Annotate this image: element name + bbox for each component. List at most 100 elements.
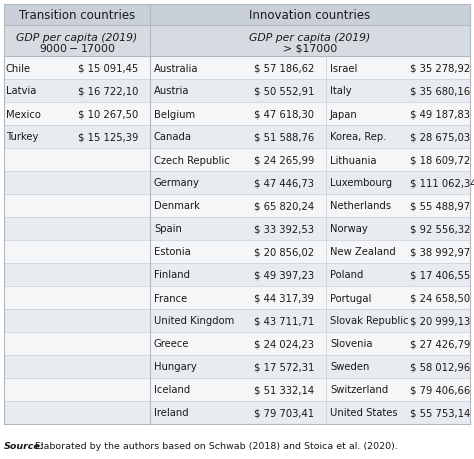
Text: $ 15 091,45: $ 15 091,45 (78, 63, 138, 73)
Bar (150, 26, 470, 57)
Text: Latvia: Latvia (6, 86, 36, 96)
Bar (4, 5, 150, 26)
Text: $ 38 992,97: $ 38 992,97 (410, 247, 470, 257)
Text: $ 18 609,72: $ 18 609,72 (410, 155, 470, 165)
Text: $ 24 024,23: $ 24 024,23 (254, 339, 314, 349)
Text: $ 20 999,13: $ 20 999,13 (410, 316, 470, 326)
Text: $ 10 267,50: $ 10 267,50 (78, 109, 138, 119)
Text: $ 28 675,03: $ 28 675,03 (410, 132, 470, 142)
Text: Luxembourg: Luxembourg (330, 178, 392, 188)
Text: $ 50 552,91: $ 50 552,91 (254, 86, 314, 96)
Text: Iceland: Iceland (154, 385, 190, 395)
Text: $ 44 317,39: $ 44 317,39 (254, 293, 314, 303)
Text: Czech Republic: Czech Republic (154, 155, 230, 165)
Bar (4, 263, 470, 286)
Text: Denmark: Denmark (154, 201, 200, 211)
Bar (4, 378, 470, 401)
Text: Canada: Canada (154, 132, 192, 142)
Text: Germany: Germany (154, 178, 200, 188)
Text: $ 49 187,83: $ 49 187,83 (410, 109, 470, 119)
Text: Italy: Italy (330, 86, 352, 96)
Text: $ 55 488,97: $ 55 488,97 (410, 201, 470, 211)
Text: $ 57 186,62: $ 57 186,62 (254, 63, 314, 73)
Text: $ 24 265,99: $ 24 265,99 (254, 155, 314, 165)
Text: Switzerland: Switzerland (330, 385, 388, 395)
Text: Slovak Republic: Slovak Republic (330, 316, 409, 326)
Bar (4, 401, 470, 424)
Text: Israel: Israel (330, 63, 357, 73)
Text: Portugal: Portugal (330, 293, 371, 303)
Text: Sweden: Sweden (330, 362, 369, 372)
Bar (4, 149, 470, 172)
Bar (4, 103, 470, 126)
Text: Austria: Austria (154, 86, 190, 96)
Text: > $17000: > $17000 (283, 43, 337, 53)
Text: United States: United States (330, 408, 398, 418)
Text: $ 24 658,50: $ 24 658,50 (410, 293, 470, 303)
Text: Slovenia: Slovenia (330, 339, 373, 349)
Text: United Kingdom: United Kingdom (154, 316, 234, 326)
Text: Mexico: Mexico (6, 109, 41, 119)
Text: Australia: Australia (154, 63, 199, 73)
Text: Poland: Poland (330, 270, 364, 280)
Text: $ 79 703,41: $ 79 703,41 (254, 408, 314, 418)
Text: Ireland: Ireland (154, 408, 189, 418)
Bar (4, 172, 470, 195)
Text: $ 35 680,16: $ 35 680,16 (410, 86, 470, 96)
Bar (4, 355, 470, 378)
Bar (4, 309, 470, 332)
Bar (4, 26, 150, 57)
Bar (4, 241, 470, 263)
Text: Netherlands: Netherlands (330, 201, 391, 211)
Text: Elaborated by the authors based on Schwab (2018) and Stoica et al. (2020).: Elaborated by the authors based on Schwa… (32, 442, 398, 451)
Text: $ 49 397,23: $ 49 397,23 (254, 270, 314, 280)
Text: Greece: Greece (154, 339, 190, 349)
Bar (4, 57, 470, 80)
Bar (150, 5, 470, 26)
Bar (4, 286, 470, 309)
Text: Estonia: Estonia (154, 247, 191, 257)
Text: GDP per capita (2019): GDP per capita (2019) (249, 33, 371, 43)
Text: $ 16 722,10: $ 16 722,10 (78, 86, 138, 96)
Text: $ 58 012,96: $ 58 012,96 (410, 362, 470, 372)
Text: $ 35 278,92: $ 35 278,92 (410, 63, 470, 73)
Text: Norway: Norway (330, 224, 368, 234)
Text: $ 111 062,34: $ 111 062,34 (410, 178, 474, 188)
Text: $ 43 711,71: $ 43 711,71 (254, 316, 314, 326)
Bar (4, 195, 470, 218)
Text: $ 20 856,02: $ 20 856,02 (254, 247, 314, 257)
Text: $ 47 446,73: $ 47 446,73 (254, 178, 314, 188)
Text: $ 15 125,39: $ 15 125,39 (78, 132, 138, 142)
Text: Belgium: Belgium (154, 109, 195, 119)
Text: $ 55 753,14: $ 55 753,14 (410, 408, 470, 418)
Text: $ 47 618,30: $ 47 618,30 (254, 109, 314, 119)
Text: $ 79 406,66: $ 79 406,66 (410, 385, 470, 395)
Text: $ 51 588,76: $ 51 588,76 (254, 132, 314, 142)
Text: $ 51 332,14: $ 51 332,14 (254, 385, 314, 395)
Text: Chile: Chile (6, 63, 31, 73)
Text: $ 17 572,31: $ 17 572,31 (254, 362, 314, 372)
Text: GDP per capita (2019): GDP per capita (2019) (17, 33, 137, 43)
Text: Transition countries: Transition countries (19, 9, 135, 22)
Text: Japan: Japan (330, 109, 358, 119)
Text: $9000 - $17000: $9000 - $17000 (38, 42, 116, 54)
Text: $ 92 556,32: $ 92 556,32 (410, 224, 470, 234)
Bar (4, 218, 470, 241)
Text: Spain: Spain (154, 224, 182, 234)
Text: Innovation countries: Innovation countries (249, 9, 371, 22)
Text: $ 65 820,24: $ 65 820,24 (254, 201, 314, 211)
Text: $ 17 406,55: $ 17 406,55 (410, 270, 470, 280)
Text: France: France (154, 293, 187, 303)
Text: $ 27 426,79: $ 27 426,79 (410, 339, 470, 349)
Text: Turkey: Turkey (6, 132, 38, 142)
Text: Source:: Source: (4, 442, 45, 451)
Text: Finland: Finland (154, 270, 190, 280)
Text: Hungary: Hungary (154, 362, 197, 372)
Bar (4, 332, 470, 355)
Text: $ 33 392,53: $ 33 392,53 (254, 224, 314, 234)
Text: New Zealand: New Zealand (330, 247, 396, 257)
Bar (4, 126, 470, 149)
Bar (4, 80, 470, 103)
Text: Korea, Rep.: Korea, Rep. (330, 132, 386, 142)
Text: Lithuania: Lithuania (330, 155, 376, 165)
